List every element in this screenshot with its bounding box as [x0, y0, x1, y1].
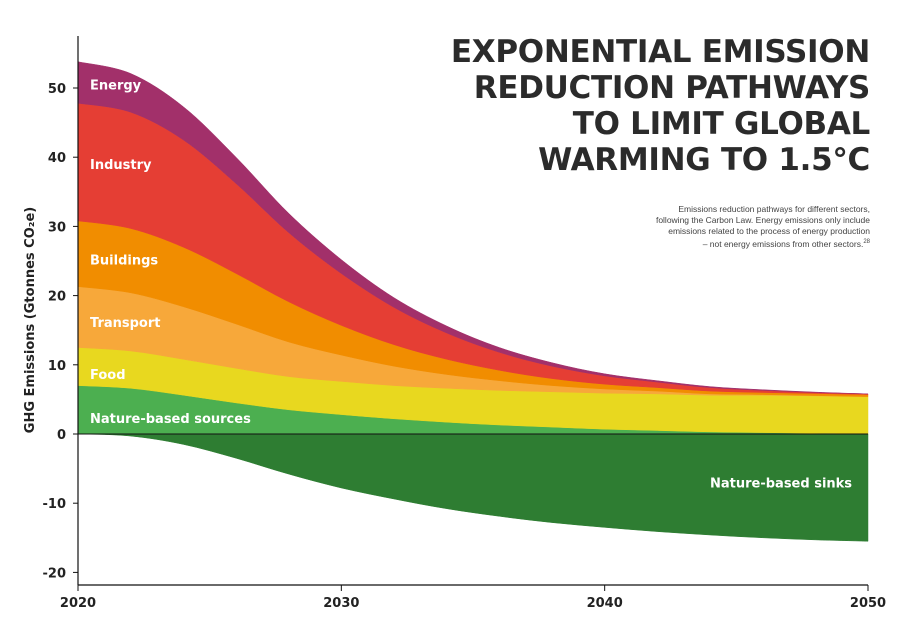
- band-label-buildings: Buildings: [90, 254, 158, 269]
- y-tick-label: 0: [57, 428, 66, 443]
- y-tick-label: 20: [48, 290, 66, 305]
- x-tick-label: 2020: [60, 596, 96, 611]
- band-label-industry: Industry: [90, 158, 152, 173]
- chart-subtitle: Emissions reduction pathways for differe…: [620, 204, 870, 250]
- title-line-1: EXPONENTIAL EMISSION: [450, 34, 870, 70]
- band-label-energy: Energy: [90, 79, 142, 94]
- band-label-transport: Transport: [90, 316, 160, 331]
- y-tick-label: 40: [48, 151, 66, 166]
- chart-title: EXPONENTIAL EMISSION REDUCTION PATHWAYS …: [450, 34, 870, 178]
- y-tick-label: 30: [48, 220, 66, 235]
- y-tick-label: 10: [48, 359, 66, 374]
- x-tick-label: 2040: [587, 596, 623, 611]
- band-labels: Nature-based sources Food Transport Buildin…: [90, 79, 852, 492]
- x-tick-label: 2030: [323, 596, 359, 611]
- area-energy: [77, 61, 869, 395]
- band-label-nature-based-sources: Nature-based sources: [90, 412, 251, 427]
- y-axis-title: GHG Emissions (Gtonnes CO₂e): [23, 207, 38, 433]
- band-label-nature-based-sinks: Nature-based sinks: [710, 476, 852, 491]
- title-line-2: REDUCTION PATHWAYS: [473, 70, 871, 106]
- subtitle-line-4: – not energy emissions from other sector…: [702, 238, 870, 249]
- footnote-marker: 28: [863, 239, 870, 245]
- y-tick-label: -10: [43, 497, 67, 512]
- subtitle-line-1: Emissions reduction pathways for differe…: [678, 204, 870, 214]
- subtitle-line-3: emissions related to the process of ener…: [668, 226, 870, 236]
- y-tick-label: 50: [48, 82, 66, 97]
- title-line-4: WARMING TO 1.5°C: [538, 142, 870, 178]
- y-tick-label: -20: [43, 566, 67, 581]
- subtitle-line-2: following the Carbon Law. Energy emissio…: [655, 215, 870, 225]
- x-tick-label: 2050: [850, 596, 886, 611]
- title-line-3: TO LIMIT GLOBAL: [572, 106, 871, 142]
- chart-areas: [77, 61, 869, 542]
- band-label-food: Food: [90, 368, 126, 383]
